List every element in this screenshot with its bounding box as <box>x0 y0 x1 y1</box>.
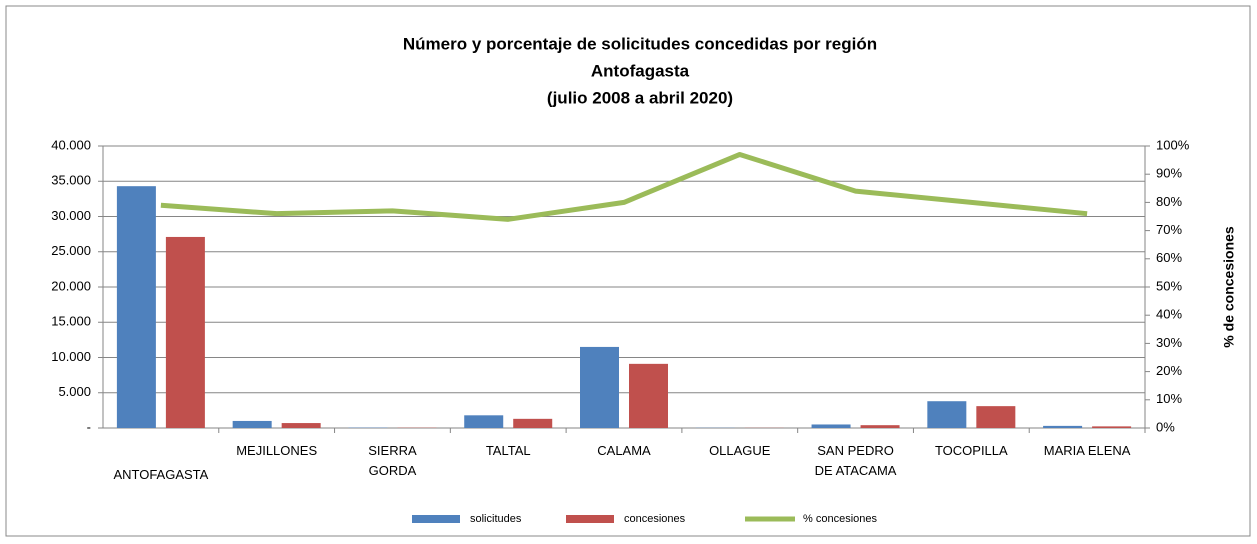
y2-tick-label: 60% <box>1156 250 1182 265</box>
y2-tick-label: 20% <box>1156 363 1182 378</box>
y-tick-label: 10.000 <box>51 349 91 364</box>
chart-period: (julio 2008 a abril 2020) <box>547 88 733 107</box>
legend-label: solicitudes <box>470 513 522 525</box>
y2-tick-label: 40% <box>1156 307 1182 322</box>
bar <box>1043 425 1083 428</box>
bar <box>580 346 619 428</box>
y-tick-label: 15.000 <box>51 314 91 329</box>
x-tick-label: MARIA ELENA <box>1044 443 1131 458</box>
y-tick-label: 30.000 <box>51 208 91 223</box>
legend-swatch <box>412 515 460 523</box>
bar <box>811 424 851 428</box>
x-tick-label: MEJILLONES <box>236 443 317 458</box>
x-tick-label: TOCOPILLA <box>935 443 1008 458</box>
chart-subtitle: Antofagasta <box>591 61 690 80</box>
bar <box>860 425 900 428</box>
chart-title: Número y porcentaje de solicitudes conce… <box>403 34 877 53</box>
bar <box>513 418 553 428</box>
y-tick-label: - <box>87 419 91 434</box>
bar <box>116 186 156 428</box>
legend-label: % concesiones <box>803 513 877 525</box>
y-tick-label: 35.000 <box>51 173 91 188</box>
bar <box>629 363 668 428</box>
x-tick-label: TALTAL <box>486 443 531 458</box>
chart-border <box>5 5 1251 537</box>
bar <box>976 406 1016 428</box>
line-series <box>160 151 1088 222</box>
bar <box>232 420 272 428</box>
x-tick-label: SAN PEDRO DE ATACAMA <box>815 443 897 478</box>
y-tick-label: 25.000 <box>51 243 91 258</box>
y2-tick-label: 70% <box>1156 222 1182 237</box>
legend-label: concesiones <box>624 513 686 525</box>
y2-tick-label: 80% <box>1156 194 1182 209</box>
y2-tick-label: 30% <box>1156 335 1182 350</box>
bar <box>464 415 504 428</box>
x-tick-label: OLLAGUE <box>709 443 771 458</box>
y2-tick-label: 10% <box>1156 391 1182 406</box>
y-tick-label: 40.000 <box>51 137 91 152</box>
y-tick-label: 20.000 <box>51 278 91 293</box>
bar <box>1092 426 1132 428</box>
x-tick-label: CALAMA <box>597 443 651 458</box>
y2-tick-label: 90% <box>1156 166 1182 181</box>
x-tick-label: SIERRA GORDA <box>368 443 417 478</box>
bar <box>927 401 967 428</box>
y2-tick-label: 50% <box>1156 278 1182 293</box>
y2-axis-label: % de concesiones <box>1221 226 1237 348</box>
bar <box>165 236 205 428</box>
legend-swatch <box>566 515 614 523</box>
y-tick-label: 5.000 <box>58 384 91 399</box>
x-tick-label: ANTOFAGASTA <box>113 467 208 482</box>
bar <box>281 423 321 428</box>
y2-tick-label: 100% <box>1156 137 1190 152</box>
y2-tick-label: 0% <box>1156 419 1175 434</box>
